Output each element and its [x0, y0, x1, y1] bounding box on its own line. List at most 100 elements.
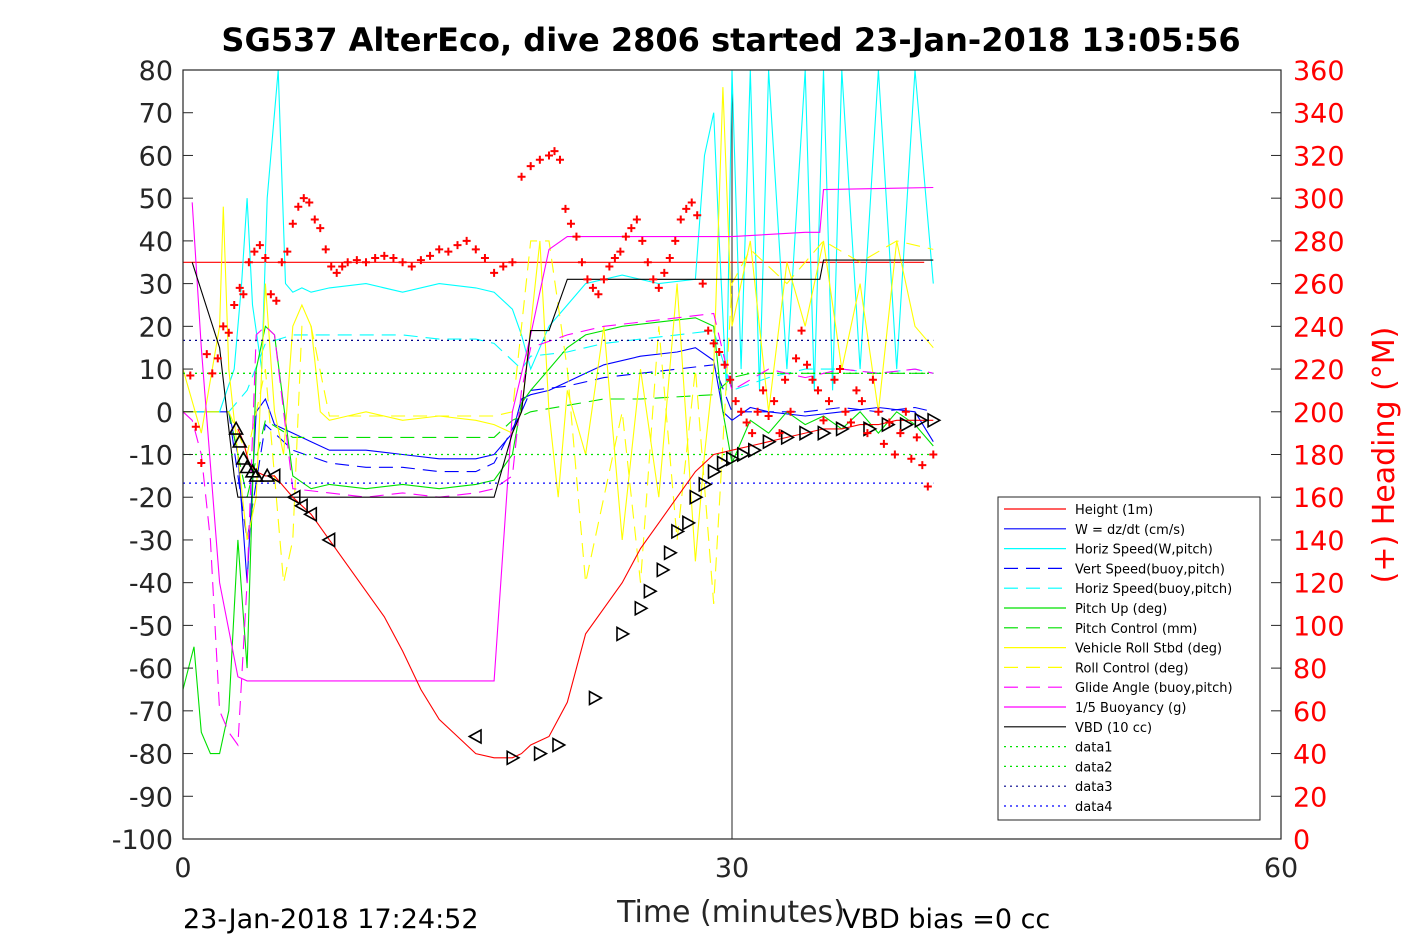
heading-marker-84 — [726, 375, 735, 384]
series-line-4 — [183, 330, 934, 413]
heading-marker-94 — [781, 375, 790, 384]
heading-marker-39 — [435, 245, 444, 254]
heading-marker-63 — [610, 253, 619, 262]
heading-marker-22 — [305, 198, 314, 207]
depth-marker-18 — [634, 600, 649, 617]
depth-marker-28 — [725, 450, 741, 467]
heading-marker-119 — [918, 461, 927, 470]
legend-label-2: Horiz Speed(W,pitch) — [1075, 543, 1213, 558]
y-right-tick-label-0: 360 — [1293, 56, 1345, 87]
heading-marker-19 — [288, 219, 297, 228]
y-right-tick-label-10: 160 — [1293, 483, 1345, 514]
heading-marker-75 — [676, 215, 685, 224]
footer-vbd-bias: VBD bias =0 cc — [842, 904, 1050, 935]
depth-marker-8 — [286, 489, 301, 506]
series-line-2 — [183, 69, 934, 413]
y-right-tick-label-12: 120 — [1293, 569, 1345, 600]
heading-marker-49 — [526, 162, 535, 171]
depth-marker-35 — [835, 421, 850, 437]
depth-marker-19 — [643, 583, 658, 600]
heading-marker-106 — [846, 418, 855, 427]
heading-marker-80 — [704, 326, 713, 335]
heading-marker-64 — [616, 247, 625, 256]
y-right-tick-label-16: 40 — [1293, 740, 1327, 771]
depth-marker-24 — [689, 489, 704, 506]
heading-marker-111 — [874, 407, 883, 416]
depth-marker-25 — [698, 476, 713, 493]
legend-label-4: Horiz Speed(buoy,pitch) — [1075, 582, 1232, 597]
heading-marker-58 — [583, 275, 592, 284]
y-right-tick-label-1: 340 — [1293, 99, 1345, 130]
legend-label-13: data2 — [1075, 760, 1113, 775]
y-left-tick-label-16: -80 — [129, 740, 173, 771]
depth-marker-15 — [552, 737, 567, 753]
heading-marker-117 — [907, 454, 916, 463]
depth-marker-31 — [762, 433, 777, 450]
heading-marker-102 — [824, 397, 833, 406]
depth-marker-34 — [817, 425, 832, 441]
legend-label-3: Vert Speed(buoy,pitch) — [1075, 562, 1225, 577]
heading-marker-24 — [316, 224, 325, 233]
depth-marker-14 — [533, 745, 549, 762]
heading-marker-99 — [808, 375, 817, 384]
heading-marker-21 — [299, 194, 308, 203]
y-right-tick-label-4: 280 — [1293, 227, 1345, 258]
heading-marker-17 — [277, 258, 286, 267]
y-right-tick-label-5: 260 — [1293, 270, 1345, 301]
heading-marker-18 — [283, 247, 292, 256]
series-line-11 — [191, 259, 934, 498]
heading-marker-2 — [197, 459, 206, 468]
heading-marker-62 — [605, 262, 614, 271]
heading-marker-116 — [901, 407, 910, 416]
y-right-tick-label-17: 20 — [1293, 782, 1327, 813]
depth-marker-32 — [780, 429, 796, 446]
heading-marker-60 — [594, 290, 603, 299]
depth-marker-22 — [671, 523, 686, 540]
series-line-10 — [191, 186, 934, 682]
heading-marker-16 — [272, 296, 281, 305]
heading-marker-48 — [517, 172, 526, 181]
depth-marker-12 — [467, 728, 482, 745]
heading-marker-93 — [775, 429, 784, 438]
heading-marker-7 — [224, 328, 233, 337]
y-left-tick-label-10: -20 — [129, 483, 173, 514]
heading-marker-72 — [660, 268, 669, 277]
heading-marker-33 — [380, 251, 389, 260]
y-left-tick-label-1: 70 — [139, 99, 173, 130]
heading-marker-118 — [912, 433, 921, 442]
heading-marker-81 — [709, 339, 718, 348]
heading-marker-92 — [770, 397, 779, 406]
heading-marker-85 — [731, 397, 740, 406]
heading-marker-56 — [572, 232, 581, 241]
heading-marker-69 — [643, 258, 652, 267]
series-line-8 — [183, 240, 934, 605]
heading-marker-71 — [654, 283, 663, 292]
y-right-tick-label-9: 180 — [1293, 441, 1345, 472]
heading-marker-105 — [841, 407, 850, 416]
heading-marker-8 — [230, 300, 239, 309]
heading-marker-27 — [332, 268, 341, 277]
footer-timestamp: 23-Jan-2018 17:24:52 — [183, 904, 479, 935]
depth-marker-1 — [231, 433, 248, 448]
y-right-tick-label-18: 0 — [1293, 825, 1310, 856]
depth-marker-39 — [914, 412, 929, 429]
legend-label-7: Vehicle Roll Stbd (deg) — [1075, 642, 1222, 657]
heading-marker-91 — [764, 412, 773, 421]
y-left-tick-label-0: 80 — [139, 56, 173, 87]
heading-marker-83 — [720, 360, 729, 369]
heading-marker-103 — [830, 375, 839, 384]
depth-marker-5 — [248, 467, 265, 482]
x-tick-label-1: 30 — [715, 853, 749, 884]
heading-marker-1 — [191, 422, 200, 431]
heading-marker-114 — [890, 450, 899, 459]
heading-marker-59 — [588, 283, 597, 292]
heading-marker-20 — [294, 202, 303, 211]
heading-marker-107 — [852, 386, 861, 395]
heading-marker-73 — [665, 253, 674, 262]
heading-marker-74 — [671, 236, 680, 245]
heading-marker-3 — [202, 350, 211, 359]
heading-marker-9 — [235, 283, 244, 292]
heading-marker-14 — [261, 253, 270, 262]
heading-marker-68 — [638, 236, 647, 245]
